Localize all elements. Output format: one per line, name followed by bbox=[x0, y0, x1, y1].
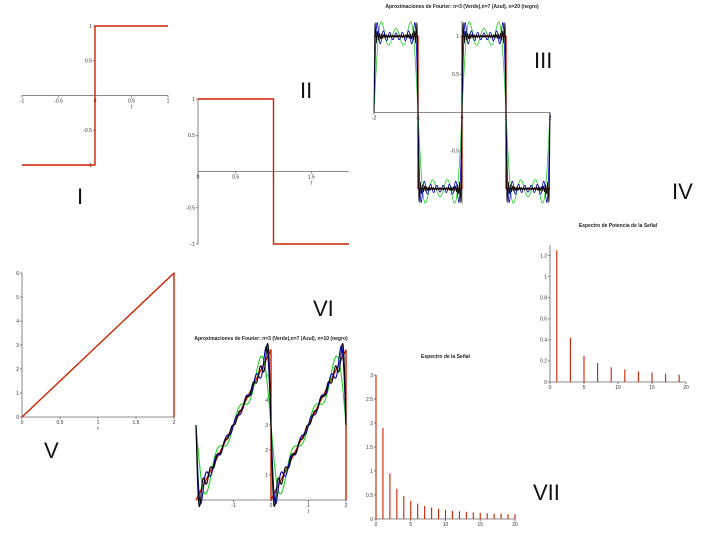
y-tick-label: 2.5 bbox=[366, 397, 373, 403]
x-tick-label: -1 bbox=[231, 503, 236, 509]
x-tick-label: -1 bbox=[20, 99, 25, 105]
y-tick-label: 5 bbox=[16, 295, 19, 301]
y-tick-label: 2 bbox=[16, 367, 19, 373]
y-tick-label: 2 bbox=[370, 421, 373, 427]
x-tick-label: 0 bbox=[197, 175, 200, 181]
chart-title: Espectro de Potencia de la Señal bbox=[579, 223, 658, 229]
x-tick-label: 1 bbox=[307, 503, 310, 509]
label-II: II bbox=[300, 78, 313, 103]
chart-ramp: 0 0.5 1 1.5 2 0 1 2 3 4 5 6 t bbox=[16, 271, 176, 432]
x-tick-label: 0 bbox=[375, 522, 378, 528]
y-tick-label: -0.5 bbox=[186, 206, 195, 212]
chart-title: Aproximaciones de Fourier: n=3 (Verde),n… bbox=[194, 336, 348, 342]
chart-title: Aproximaciones de Fourier: n=3 (Verde),n… bbox=[385, 4, 539, 10]
x-tick-label: 0.5 bbox=[128, 99, 135, 105]
x-tick-label: 1.5 bbox=[308, 175, 315, 181]
y-tick-label: -1 bbox=[191, 242, 196, 248]
x-tick-label: -2 bbox=[372, 116, 377, 122]
label-VII: VII bbox=[533, 480, 560, 505]
x-tick-label: 1 bbox=[167, 99, 170, 105]
chart-step-function: -1 -0.5 0 0.5 1-1-0.50.51t bbox=[20, 24, 170, 169]
chart-sawtooth-fourier: Aproximaciones de Fourier: n=3 (Verde),n… bbox=[194, 336, 348, 515]
y-tick-label: 1 bbox=[89, 24, 92, 30]
x-tick-label: 2 bbox=[173, 420, 176, 426]
y-tick-label: 0.5 bbox=[366, 493, 373, 499]
x-tick-label: 1 bbox=[97, 420, 100, 426]
y-tick-label: 0.8 bbox=[540, 295, 547, 301]
y-tick-label: 0.4 bbox=[540, 338, 547, 344]
label-VI: VI bbox=[313, 296, 334, 321]
x-tick-label: 2 bbox=[345, 503, 348, 509]
y-tick-label: 3 bbox=[16, 343, 19, 349]
y-tick-label: 1.5 bbox=[366, 445, 373, 451]
x-tick-label: 0 bbox=[549, 385, 552, 391]
y-tick-label: 0.6 bbox=[540, 317, 547, 323]
y-tick-label: 0.5 bbox=[85, 59, 92, 65]
x-tick-label: 20 bbox=[512, 522, 518, 528]
x-tick-label: 20 bbox=[683, 385, 689, 391]
y-tick-label: 1 bbox=[16, 391, 19, 397]
x-tick-label: 0.5 bbox=[232, 175, 239, 181]
y-tick-label: 4 bbox=[16, 319, 19, 325]
y-tick-label: -1 bbox=[88, 163, 93, 169]
y-tick-label: 1.2 bbox=[540, 253, 547, 259]
y-tick-label: 1 bbox=[456, 34, 459, 40]
y-tick-label: 2 bbox=[265, 448, 268, 454]
x-tick-label: 0 bbox=[270, 503, 273, 509]
y-tick-label: 1 bbox=[370, 469, 373, 475]
chart-signal-spectrum: Espectro de la Señal 0 5 10 15 20 0 0.5 1 1.5 2 2.5… bbox=[366, 354, 518, 528]
y-tick-label: 6 bbox=[16, 271, 19, 277]
x-axis-label: t bbox=[311, 181, 313, 187]
y-tick-label: 0 bbox=[16, 415, 19, 421]
label-V: V bbox=[44, 438, 59, 463]
x-tick-label: 10 bbox=[443, 522, 449, 528]
x-tick-label: 15 bbox=[477, 522, 483, 528]
x-tick-label: 1.5 bbox=[133, 420, 140, 426]
x-tick-label: 0 bbox=[21, 420, 24, 426]
x-tick-label: 10 bbox=[615, 385, 621, 391]
y-tick-label: 1 bbox=[265, 473, 268, 479]
series-line-red bbox=[22, 25, 168, 166]
y-tick-label: 0.5 bbox=[452, 72, 459, 78]
series-line-black bbox=[373, 22, 551, 203]
chart-inverted-step: 0 0.5 1 1.5-1-0.50.51t bbox=[186, 97, 349, 248]
y-tick-label: -0.5 bbox=[450, 148, 459, 154]
x-axis-label: t bbox=[131, 105, 133, 111]
y-tick-label: 0.5 bbox=[188, 133, 195, 139]
series-line-black bbox=[195, 343, 347, 507]
chart-square-wave-fourier: Aproximaciones de Fourier: n=3 (Verde),n… bbox=[372, 4, 552, 204]
series-line-red bbox=[198, 98, 349, 245]
x-axis-label: t bbox=[308, 509, 310, 515]
x-tick-label: 5 bbox=[409, 522, 412, 528]
y-tick-label: 0 bbox=[370, 517, 373, 523]
x-tick-label: 15 bbox=[649, 385, 655, 391]
y-tick-label: 3 bbox=[265, 423, 268, 429]
x-tick-label: 0.5 bbox=[57, 420, 64, 426]
x-tick-label: 5 bbox=[583, 385, 586, 391]
series-line-red bbox=[21, 272, 175, 418]
x-axis-label: t bbox=[97, 426, 99, 432]
x-tick-label: -0.5 bbox=[54, 99, 63, 105]
label-IV: IV bbox=[672, 179, 693, 204]
y-tick-label: 1 bbox=[192, 97, 195, 103]
series-line-red bbox=[195, 349, 347, 501]
y-tick-label: 0 bbox=[544, 380, 547, 386]
y-tick-label: 3 bbox=[370, 373, 373, 379]
label-III: III bbox=[534, 48, 553, 73]
y-tick-label: -0.5 bbox=[83, 128, 92, 134]
chart-title: Espectro de la Señal bbox=[421, 354, 471, 360]
y-tick-label: 0.2 bbox=[540, 359, 547, 365]
y-tick-label: 4 bbox=[265, 398, 268, 404]
label-I: I bbox=[77, 184, 84, 209]
y-tick-label: 1 bbox=[544, 274, 547, 280]
